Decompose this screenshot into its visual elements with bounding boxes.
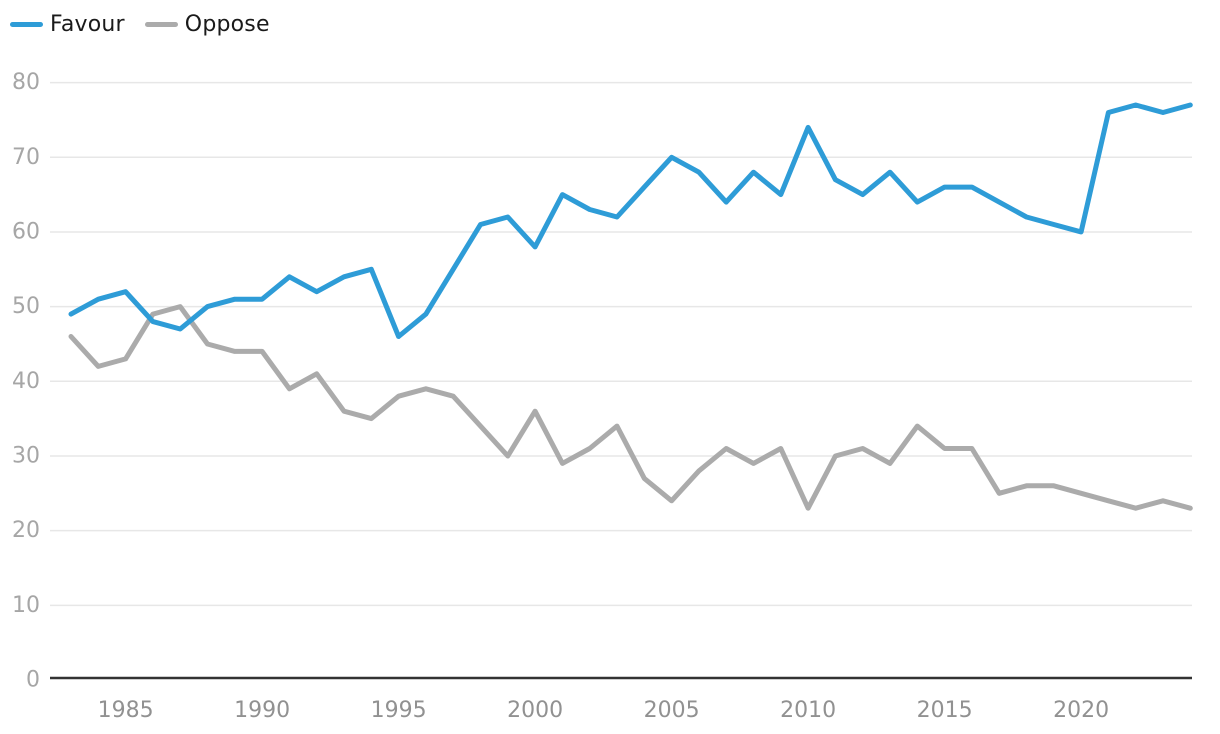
favour-legend-label: Favour: [50, 12, 125, 37]
x-axis-tick-label: 1990: [234, 698, 290, 723]
y-axis-tick-label: 80: [12, 70, 40, 95]
x-axis-tick-label: 1995: [371, 698, 427, 723]
x-axis-tick-label: 2000: [507, 698, 563, 723]
x-axis-tick-label: 1985: [98, 698, 154, 723]
x-axis-tick-label: 2020: [1053, 698, 1109, 723]
oppose-line: [68, 304, 1193, 511]
y-axis-tick-label: 60: [12, 219, 40, 244]
y-axis-tick-label: 30: [12, 443, 40, 468]
favour-line-swatch: [10, 22, 43, 27]
x-axis-tick-label: 2005: [644, 698, 700, 723]
y-axis-tick-label: 20: [12, 518, 40, 543]
y-axis-tick-label: 0: [26, 668, 40, 693]
legend: Favour Oppose: [10, 12, 270, 37]
favour-line: [68, 102, 1193, 339]
oppose-line-swatch: [144, 22, 178, 27]
y-axis-tick-label: 10: [12, 593, 40, 618]
x-axis-tick-label: 2015: [917, 698, 973, 723]
oppose-legend-label: Oppose: [184, 12, 270, 37]
y-axis-tick-label: 40: [12, 369, 40, 394]
y-axis-tick-label: 70: [12, 145, 40, 170]
legend-item-oppose: Oppose: [144, 12, 270, 37]
legend-item-favour: Favour: [10, 12, 125, 37]
y-axis-tick-label: 50: [12, 294, 40, 319]
x-axis-tick-label: 2010: [780, 698, 836, 723]
